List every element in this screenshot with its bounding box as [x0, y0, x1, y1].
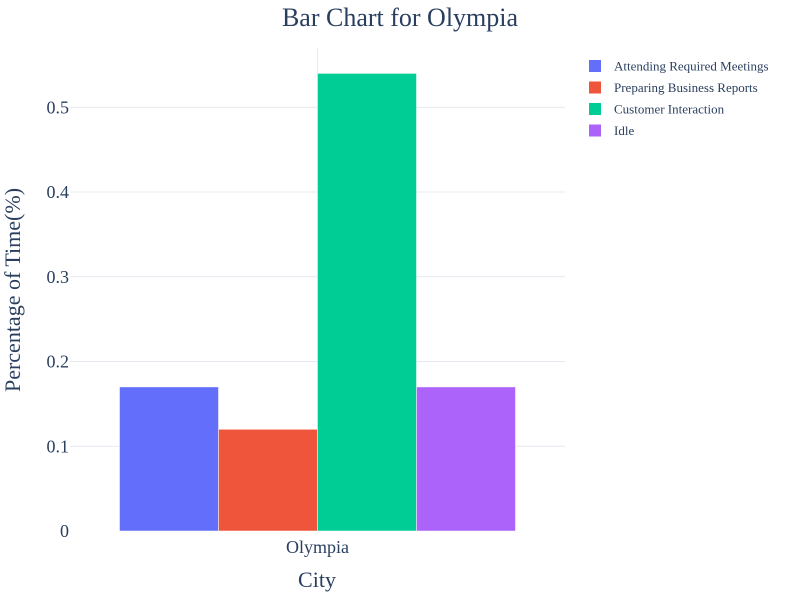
legend-label: Customer Interaction [614, 102, 725, 117]
legend-item[interactable]: Preparing Business Reports [589, 80, 758, 95]
legend-label: Preparing Business Reports [614, 80, 758, 95]
legend-swatch [589, 124, 601, 137]
legend-label: Attending Required Meetings [614, 59, 769, 74]
legend-item[interactable]: Idle [589, 123, 634, 138]
chart-title: Bar Chart for Olympia [282, 3, 519, 32]
y-axis-ticks: 0 0.1 0.2 0.3 0.4 0.5 [47, 97, 70, 541]
y-tick-label: 0.4 [47, 182, 70, 202]
bar-customer-interaction[interactable] [317, 73, 417, 532]
y-tick-label: 0.2 [47, 352, 70, 372]
legend-swatch [589, 103, 601, 115]
bar-idle[interactable] [416, 386, 516, 532]
y-tick-label: 0.1 [47, 436, 70, 456]
bar-attending-required-meetings[interactable] [119, 386, 219, 532]
y-tick-label: 0 [60, 521, 69, 541]
y-tick-label: 0.5 [47, 97, 70, 117]
x-tick-label: Olympia [286, 537, 349, 557]
y-axis-title: Percentage of Time(%) [0, 188, 25, 392]
y-tick-label: 0.3 [47, 267, 70, 287]
legend-swatch [589, 60, 601, 72]
x-axis-title: City [298, 567, 336, 592]
legend-swatch [589, 81, 601, 94]
bars [119, 73, 516, 532]
legend[interactable]: Attending Required Meetings Preparing Bus… [589, 59, 769, 139]
bar-preparing-business-reports[interactable] [218, 429, 318, 532]
legend-item[interactable]: Customer Interaction [589, 102, 725, 117]
legend-item[interactable]: Attending Required Meetings [589, 59, 769, 74]
legend-label: Idle [614, 123, 634, 138]
x-axis-ticks: Olympia [286, 537, 349, 557]
